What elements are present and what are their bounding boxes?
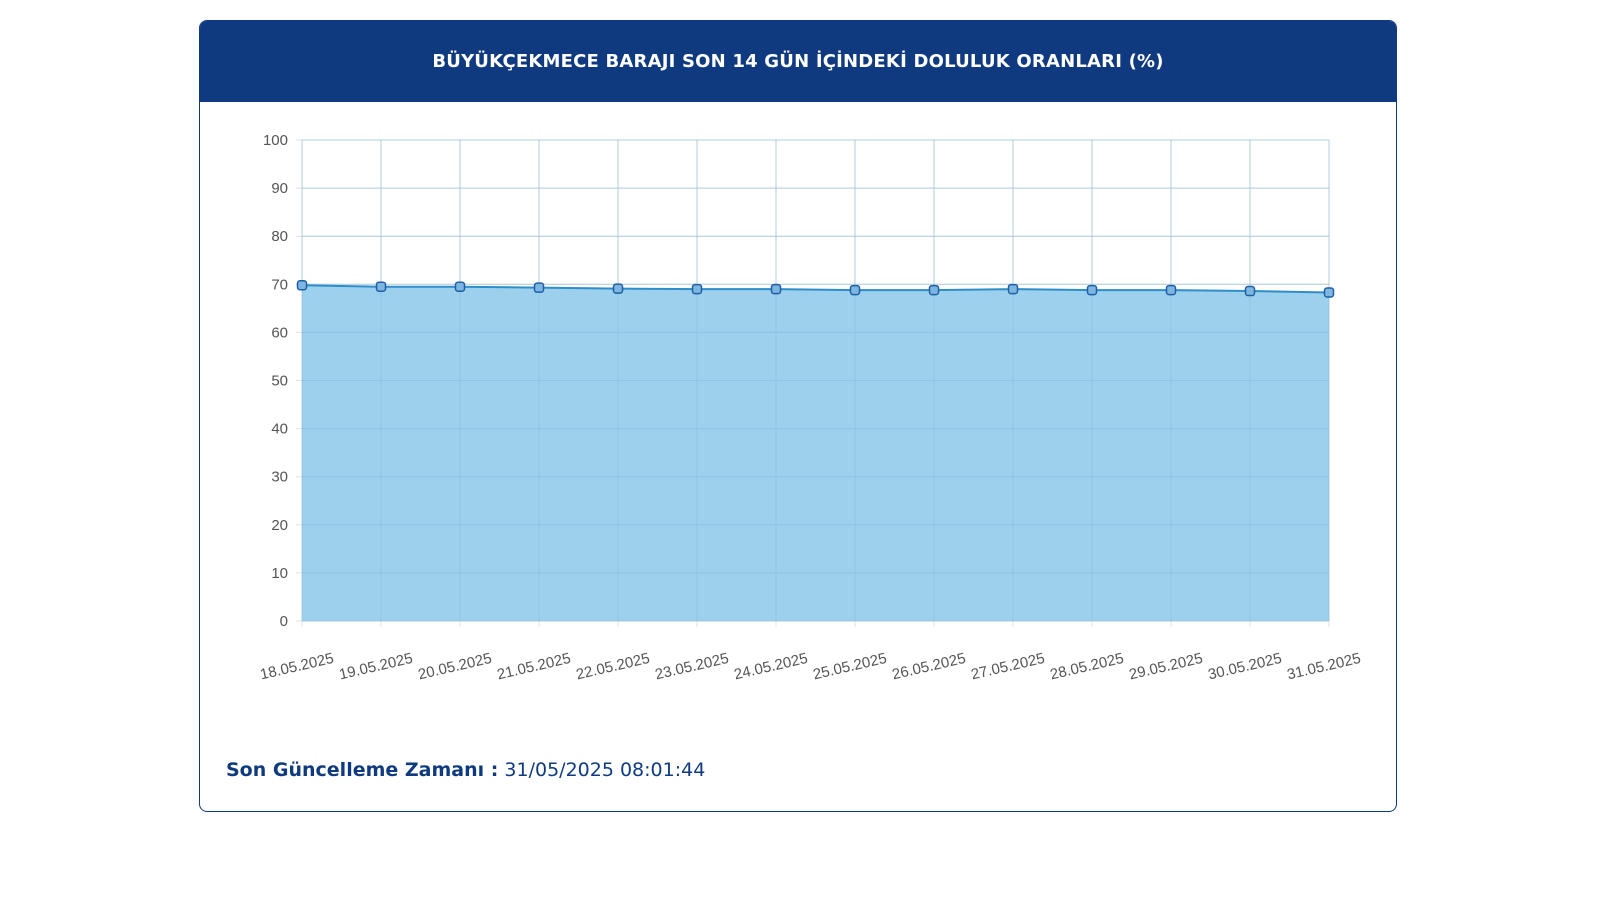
x-tick-label: 25.05.2025 (811, 650, 888, 683)
x-axis-ticks: 18.05.2025 19.05.2025 20.05.2025 21.05.2025… (258, 650, 1362, 683)
last-updated: Son Güncelleme Zamanı : 31/05/2025 08:01… (226, 759, 705, 781)
data-point (928, 284, 940, 296)
data-point (1007, 283, 1019, 295)
y-tick-label: 30 (271, 469, 288, 486)
area-chart: 0 10 20 30 40 50 60 70 80 90 100 18.05.2025 19.05.2… (258, 132, 1362, 683)
chart-title: BÜYÜKÇEKMECE BARAJI SON 14 GÜN İÇİNDEKİ … (200, 21, 1396, 102)
data-point (1323, 287, 1335, 298)
y-tick-label: 20 (271, 517, 288, 534)
area-fill (302, 285, 1329, 621)
x-tick-label: 30.05.2025 (1206, 650, 1283, 683)
y-tick-label: 100 (263, 132, 288, 149)
y-tick-label: 60 (271, 324, 288, 341)
x-tick-label: 21.05.2025 (495, 650, 572, 683)
y-tick-label: 50 (271, 373, 288, 390)
data-point (849, 284, 861, 296)
y-tick-label: 10 (271, 565, 288, 582)
x-tick-label: 20.05.2025 (416, 650, 493, 683)
data-point (296, 280, 308, 291)
y-tick-label: 40 (271, 421, 288, 438)
data-point (612, 283, 624, 294)
y-tick-label: 90 (271, 180, 288, 197)
data-point (691, 283, 703, 295)
x-tick-label: 29.05.2025 (1127, 650, 1204, 683)
y-axis-ticks: 0 10 20 30 40 50 60 70 80 90 100 (263, 132, 288, 630)
x-tick-label: 27.05.2025 (969, 650, 1046, 683)
series-area (301, 139, 1330, 622)
chart-area: 0 10 20 30 40 50 60 70 80 90 100 18.05.2025 19.05.2… (200, 102, 1396, 742)
chart-card: BÜYÜKÇEKMECE BARAJI SON 14 GÜN İÇİNDEKİ … (199, 20, 1397, 812)
x-tick-label: 31.05.2025 (1285, 650, 1362, 683)
y-tick-label: 70 (271, 276, 288, 293)
x-tick-label: 24.05.2025 (732, 650, 809, 683)
x-tick-label: 19.05.2025 (337, 650, 414, 683)
last-updated-label: Son Güncelleme Zamanı : (226, 759, 499, 781)
series-line (301, 284, 1330, 294)
series-markers (296, 280, 1335, 298)
data-point (375, 281, 387, 292)
data-point (533, 282, 545, 293)
data-point (770, 283, 782, 295)
data-point (454, 281, 466, 292)
y-tick-label: 0 (280, 613, 288, 630)
data-point (1244, 285, 1256, 297)
x-tick-label: 26.05.2025 (890, 650, 967, 683)
x-tick-label: 18.05.2025 (258, 650, 335, 683)
x-tick-label: 22.05.2025 (574, 650, 651, 683)
x-tick-label: 23.05.2025 (653, 650, 730, 683)
last-updated-value: 31/05/2025 08:01:44 (504, 759, 706, 781)
data-point (1086, 284, 1098, 296)
data-point (1165, 284, 1177, 296)
x-tick-label: 28.05.2025 (1048, 650, 1125, 683)
y-tick-label: 80 (271, 228, 288, 245)
